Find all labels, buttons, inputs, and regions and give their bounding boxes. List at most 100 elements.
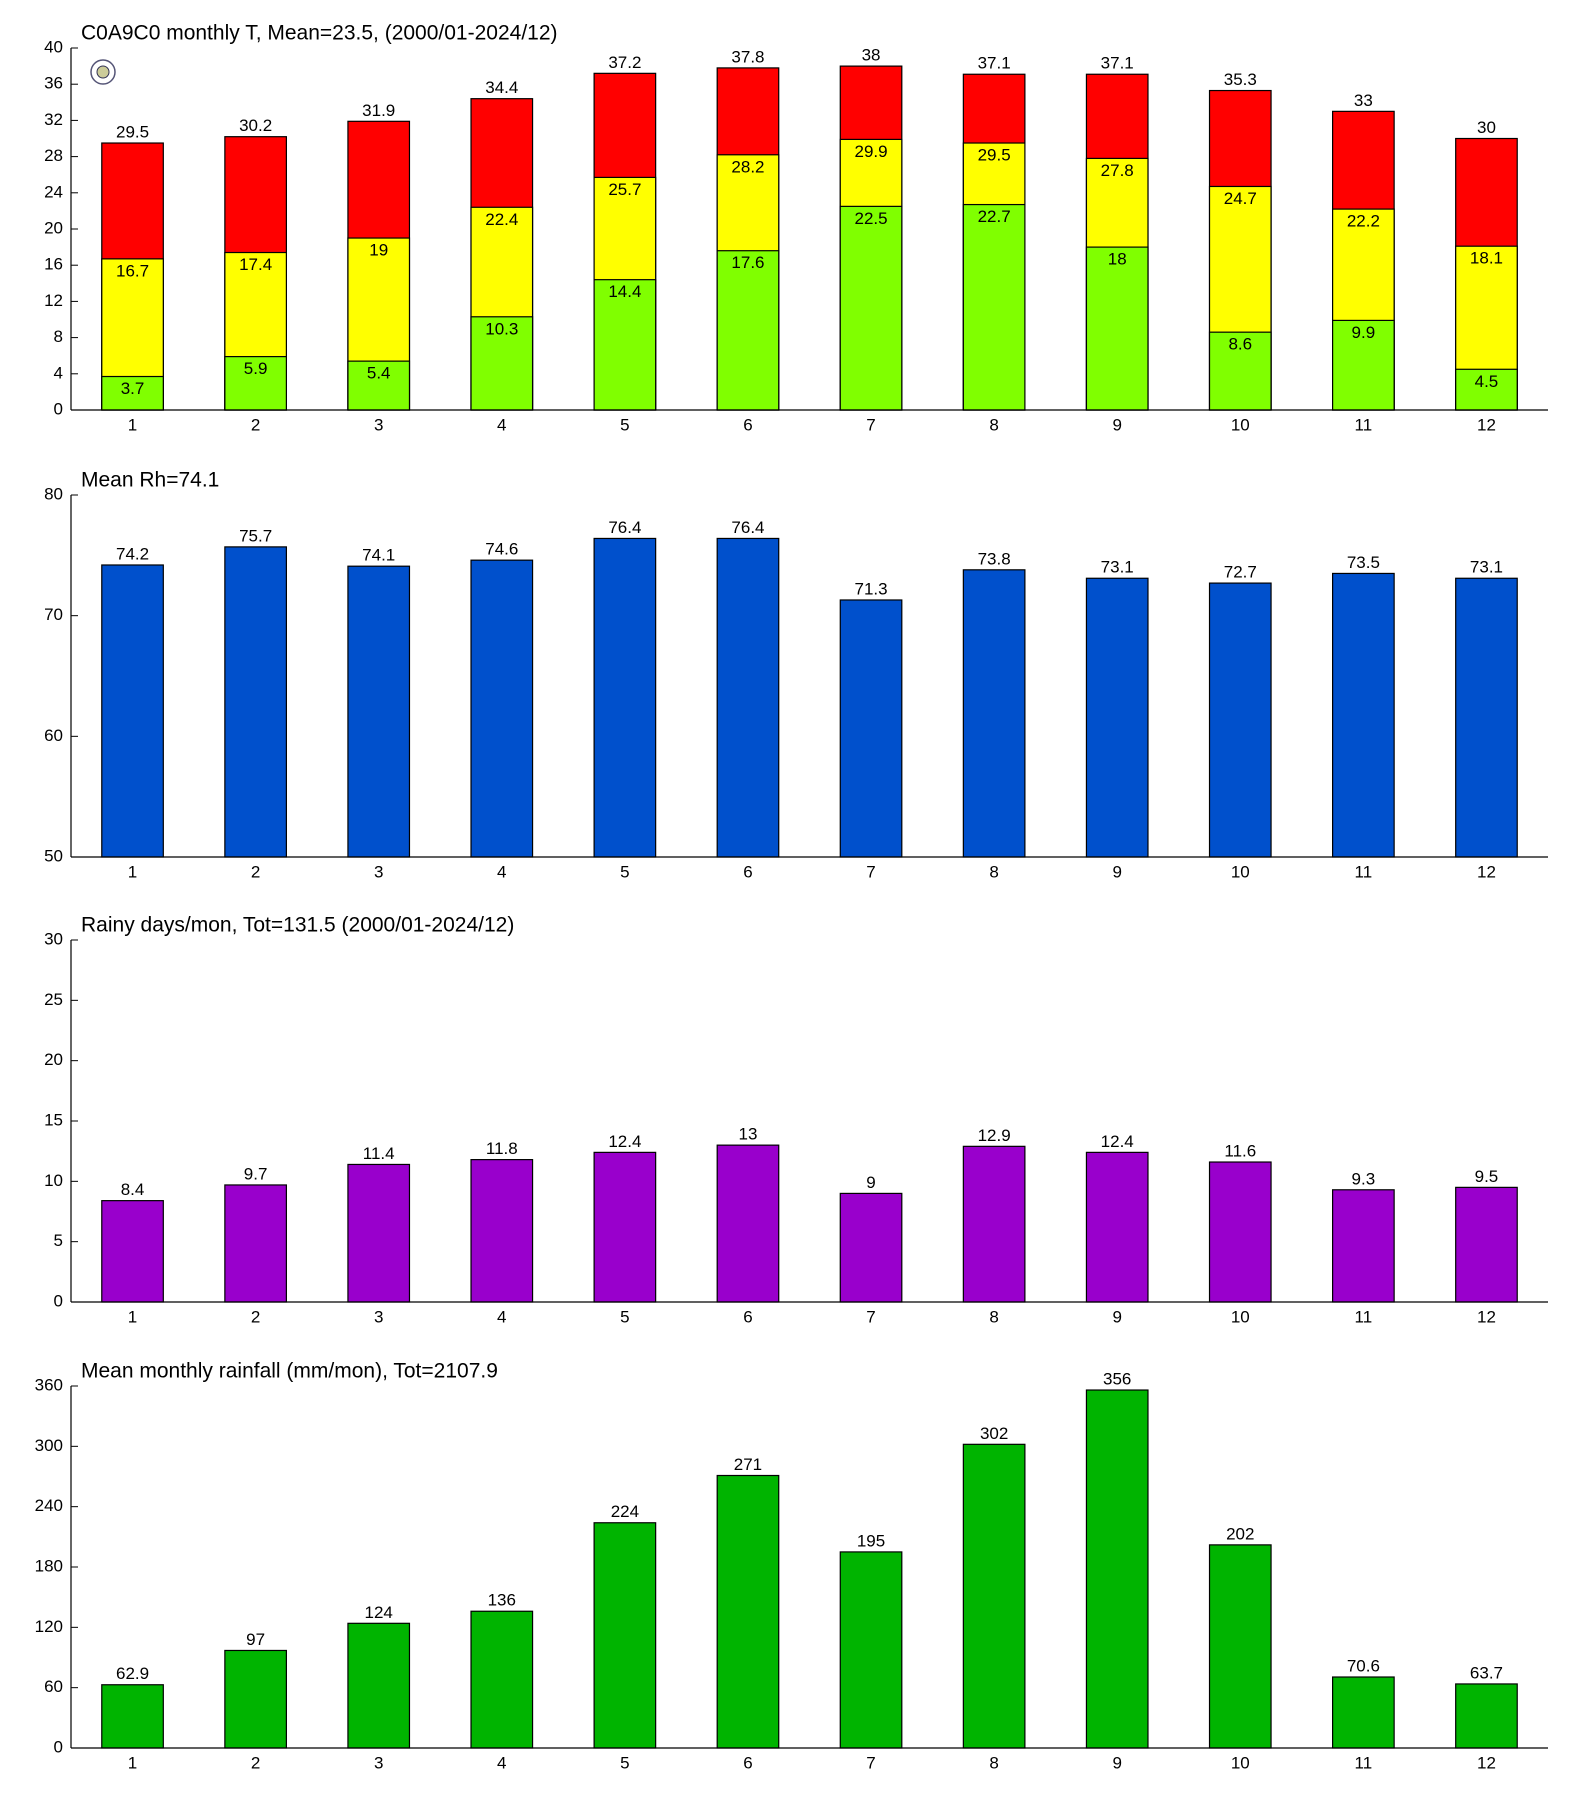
value-label: 8.6 [1228,335,1252,354]
x-tick-label: 1 [128,1307,137,1326]
value-label: 5.9 [244,359,268,378]
value-label: 30 [1477,118,1496,137]
value-label: 302 [980,1424,1008,1443]
y-tick-label: 8 [54,327,63,346]
bar [101,564,164,858]
y-tick-label: 32 [44,110,63,129]
y-tick-label: 10 [44,1171,63,1190]
y-tick-label: 16 [44,255,63,274]
value-label: 18 [1108,250,1127,269]
value-label: 73.8 [978,549,1011,568]
value-label: 74.2 [116,544,149,563]
x-tick-label: 3 [374,1307,383,1326]
y-tick-label: 28 [44,146,63,165]
x-tick-label: 2 [251,862,260,881]
x-tick-label: 4 [497,415,506,434]
value-label: 17.4 [239,255,272,274]
x-tick-label: 8 [989,1307,998,1326]
value-label: 22.2 [1347,212,1380,231]
bar [470,1159,534,1303]
x-tick-label: 9 [1112,862,1121,881]
y-tick-label: 4 [54,363,63,382]
value-label: 9.5 [1475,1167,1499,1186]
x-tick-label: 3 [374,415,383,434]
x-tick-label: 2 [251,1307,260,1326]
bar [962,569,1026,858]
x-tick-label: 10 [1231,1307,1250,1326]
x-tick-label: 10 [1231,1753,1250,1772]
x-tick-label: 4 [497,862,506,881]
x-tick-label: 7 [866,1307,875,1326]
bar [224,356,287,411]
y-tick-label: 70 [44,605,63,624]
chart-title: Mean Rh=74.1 [81,469,219,492]
bar [224,1649,287,1749]
bar [1332,1676,1395,1749]
value-label: 73.1 [1101,558,1134,577]
chart-title: Rainy days/mon, Tot=131.5 (2000/01-2024/… [81,914,514,937]
bar [839,599,903,858]
y-tick-label: 80 [44,484,63,503]
y-tick-label: 60 [44,1677,63,1696]
value-label: 34.4 [485,78,518,97]
value-label: 11.6 [1224,1142,1256,1161]
y-tick-label: 15 [44,1110,63,1129]
value-label: 33 [1354,91,1373,110]
bar [716,1474,780,1749]
bar [1455,577,1518,858]
chart-title: Mean monthly rainfall (mm/mon), Tot=2107… [81,1360,498,1383]
value-label: 124 [365,1603,393,1622]
bar [1332,572,1395,858]
bar [1085,246,1149,411]
x-tick-label: 4 [497,1307,506,1326]
bar [1208,582,1272,858]
x-tick-label: 5 [620,862,629,881]
bar [839,1192,903,1303]
value-label: 9.7 [244,1164,268,1183]
value-label: 136 [488,1591,516,1610]
x-tick-label: 5 [620,1307,629,1326]
bar [1085,1389,1149,1749]
value-label: 202 [1226,1524,1254,1543]
x-tick-label: 5 [620,1753,629,1772]
x-tick-label: 6 [743,1307,752,1326]
value-label: 10.3 [485,319,518,338]
value-label: 24.7 [1224,189,1257,208]
x-tick-label: 8 [989,862,998,881]
bar [224,546,287,858]
y-tick-label: 360 [35,1375,63,1394]
value-label: 13 [738,1125,757,1144]
bar [1332,319,1395,411]
y-tick-label: 30 [44,929,63,948]
value-label: 356 [1103,1370,1131,1389]
y-tick-label: 0 [54,1291,63,1310]
value-label: 12.4 [608,1132,641,1151]
x-tick-label: 9 [1112,1753,1121,1772]
y-tick-label: 25 [44,990,63,1009]
y-tick-label: 20 [44,1050,63,1069]
x-tick-label: 4 [497,1753,506,1772]
x-tick-label: 6 [743,1753,752,1772]
value-label: 17.6 [731,253,764,272]
value-label: 195 [857,1531,885,1550]
value-label: 37.1 [978,54,1011,73]
bar [101,375,164,411]
value-label: 73.5 [1347,553,1380,572]
y-tick-label: 50 [44,846,63,865]
bar [347,1163,411,1303]
value-label: 37.2 [608,53,641,72]
y-tick-label: 40 [44,37,63,56]
value-label: 37.1 [1101,54,1134,73]
value-label: 72.7 [1224,563,1257,582]
x-tick-label: 11 [1355,862,1373,881]
bar [1332,1189,1395,1303]
value-label: 11.4 [363,1144,395,1163]
x-tick-label: 3 [374,862,383,881]
bar [224,1184,287,1303]
value-label: 62.9 [116,1664,149,1683]
x-tick-label: 2 [251,1753,260,1772]
x-tick-label: 10 [1231,862,1250,881]
x-tick-label: 9 [1112,1307,1121,1326]
bar [347,360,411,411]
bar [1208,1544,1272,1749]
